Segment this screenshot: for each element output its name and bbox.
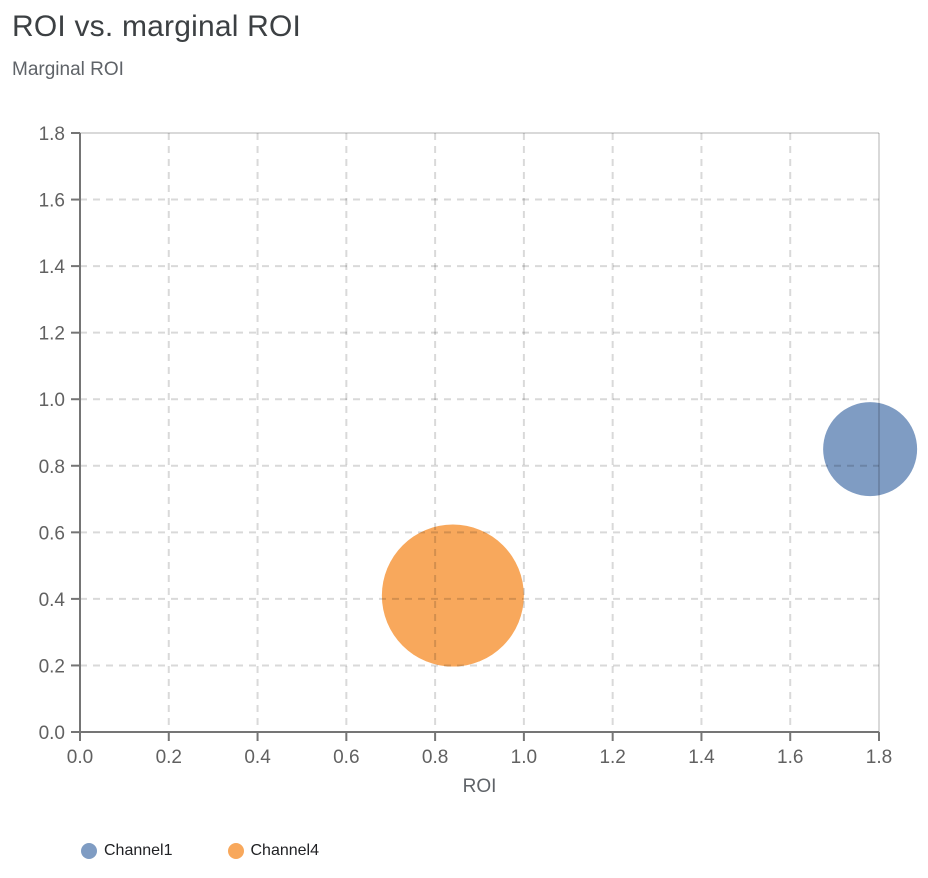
x-tick-label: 1.8 <box>866 747 892 768</box>
legend-label: Channel4 <box>250 842 320 859</box>
x-tick-label: 0.6 <box>333 747 359 768</box>
y-axis-title: Marginal ROI <box>12 59 124 80</box>
y-tick-label: 1.6 <box>39 191 65 212</box>
bubble-chart-plot: 0.0 0.2 0.4 0.6 0.8 1.0 1.2 1.4 1.6 1.8 0.0 0.2 0.4 0… <box>39 124 918 768</box>
y-tick-label: 1.2 <box>39 324 65 345</box>
x-tick-label: 0.2 <box>156 747 182 768</box>
y-tick-label: 0.0 <box>39 723 65 744</box>
chart-title: ROI vs. marginal ROI <box>12 10 302 43</box>
y-tick-label: 0.2 <box>39 656 65 677</box>
legend-label: Channel1 <box>104 842 173 859</box>
y-tick-label: 1.4 <box>39 257 66 278</box>
legend-dot-icon <box>81 843 97 859</box>
legend-dot-icon <box>227 843 244 859</box>
x-tick-label: 1.6 <box>777 747 803 768</box>
y-tick-label: 1.8 <box>39 124 65 145</box>
x-tick-label: 0.8 <box>422 747 448 768</box>
legend-item-channel1[interactable]: Channel1 <box>81 842 173 860</box>
x-tick-label: 1.0 <box>511 747 537 768</box>
bubble-channel4[interactable] <box>381 524 524 667</box>
y-tick-label: 0.6 <box>39 523 65 544</box>
y-tick-label: 0.8 <box>39 457 65 478</box>
bubble-channel1[interactable] <box>823 402 918 497</box>
legend-item-channel4[interactable]: Channel4 <box>227 842 320 860</box>
x-axis-title: ROI <box>462 776 497 797</box>
x-tick-label: 1.4 <box>688 747 715 768</box>
legend: Channel1 Channel4 <box>81 842 319 860</box>
x-tick-label: 1.2 <box>599 747 625 768</box>
y-tick-label: 0.4 <box>39 590 66 611</box>
x-tick-label: 0.0 <box>67 747 93 768</box>
x-tick-label: 0.4 <box>244 747 271 768</box>
y-tick-label: 1.0 <box>39 390 65 411</box>
